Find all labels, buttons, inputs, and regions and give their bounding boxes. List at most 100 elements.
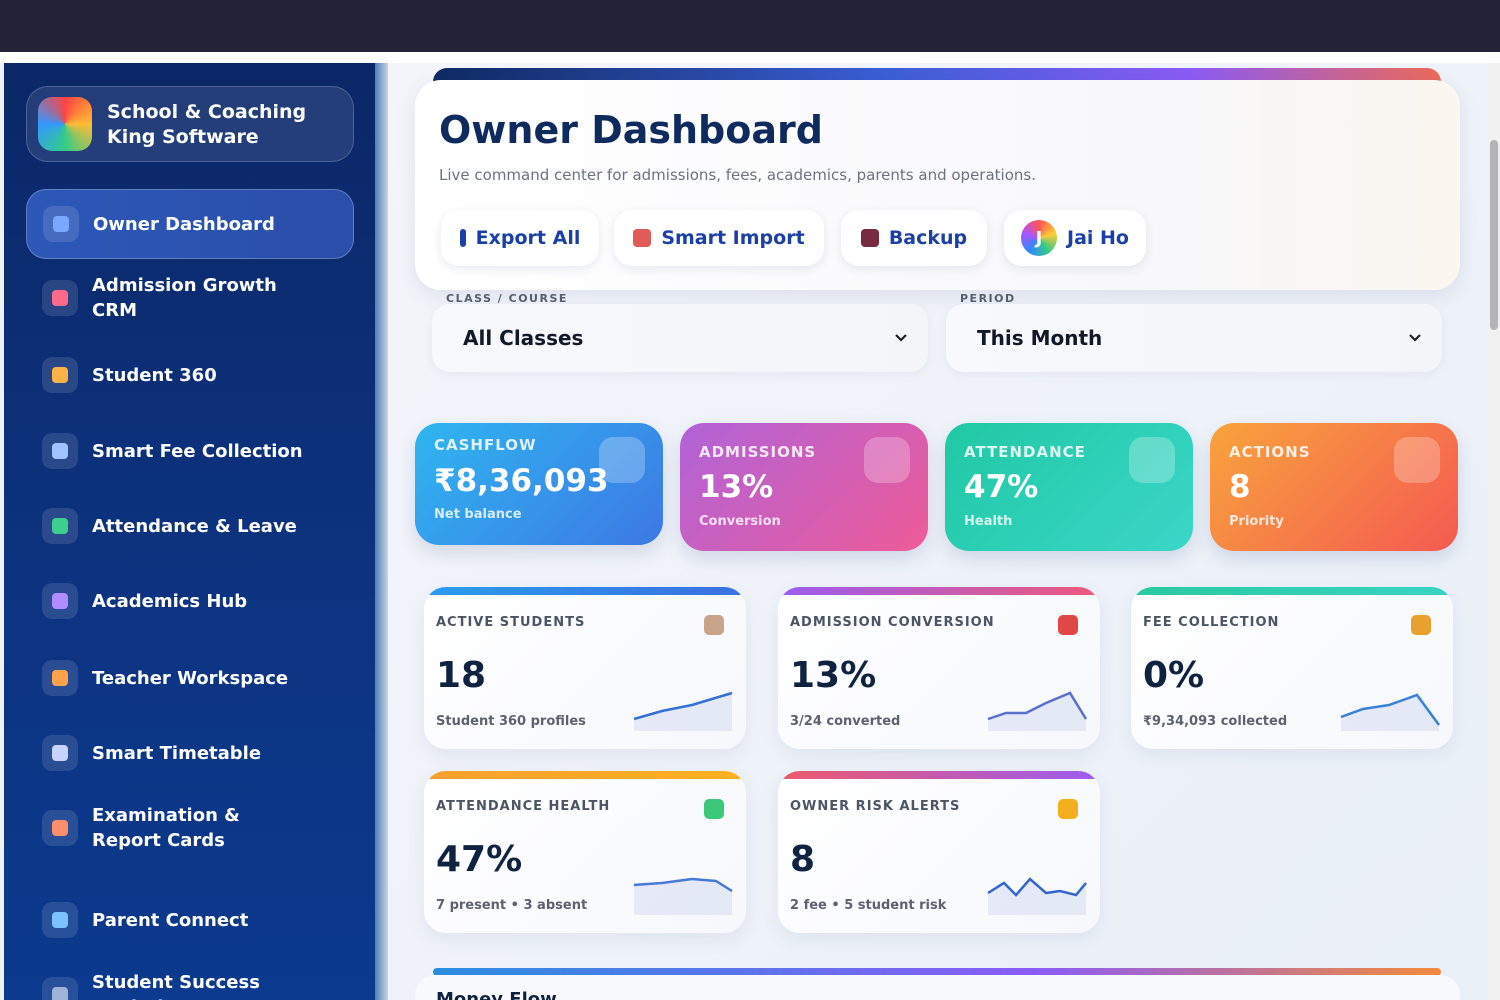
nav-item[interactable]: Smart Timetable — [26, 719, 352, 787]
filter-value: All Classes — [463, 326, 584, 350]
kpi-icon — [1394, 437, 1440, 483]
card-accent — [778, 771, 1100, 779]
button-label: Export All — [475, 227, 581, 249]
nav-icon — [42, 433, 78, 469]
filter-select[interactable]: This Month — [946, 304, 1442, 372]
kpi-value: 13% — [699, 469, 774, 505]
section-card: Money Flow — [415, 975, 1460, 1000]
nav-item[interactable]: Student 360 — [26, 341, 352, 409]
card-label: OWNER RISK ALERTS — [790, 799, 961, 814]
nav-icon-glyph — [52, 912, 68, 928]
kpi-value: ₹8,36,093 — [434, 463, 609, 499]
nav-label: Smart Fee Collection — [92, 440, 303, 462]
card-icon — [1411, 615, 1431, 635]
page-title: Owner Dashboard — [439, 108, 823, 152]
kpi-tile: ATTENDANCE 47% Health — [945, 423, 1193, 551]
kpi-sub: Conversion — [699, 514, 781, 529]
nav-icon — [43, 206, 79, 242]
kpi-label: ACTIONS — [1229, 443, 1311, 461]
nav-item[interactable]: Smart Fee Collection — [26, 417, 352, 485]
nav-item[interactable]: Parent Connect — [26, 886, 352, 954]
card-sub: 7 present • 3 absent — [436, 898, 588, 913]
metric-card: FEE COLLECTION 0% ₹9,34,093 collected — [1131, 587, 1453, 749]
section-title: Money Flow — [436, 989, 557, 1000]
nav-label: Smart Timetable — [92, 742, 262, 764]
card-icon — [1058, 799, 1078, 819]
card-value: 8 — [790, 839, 816, 880]
card-label: FEE COLLECTION — [1143, 615, 1280, 630]
filter-select[interactable]: All Classes — [432, 304, 928, 372]
nav-label: Owner Dashboard — [93, 213, 275, 235]
kpi-sub: Net balance — [434, 507, 522, 522]
button-icon — [459, 229, 466, 247]
card-value: 0% — [1143, 655, 1205, 696]
kpi-tile: CASHFLOW ₹8,36,093 Net balance — [415, 423, 663, 545]
sidebar: School & Coaching King Software Owner Da… — [4, 63, 375, 1000]
card-value: 13% — [790, 655, 877, 696]
nav-icon — [42, 357, 78, 393]
scroll-thumb[interactable] — [1490, 140, 1498, 330]
nav-label: Student 360 — [92, 364, 217, 386]
nav-item[interactable]: Attendance & Leave — [26, 492, 352, 560]
filter-label: CLASS / COURSE — [446, 292, 568, 305]
nav-icon-glyph — [53, 216, 69, 232]
nav-icon-glyph — [52, 290, 68, 306]
filter-label: PERIOD — [960, 292, 1016, 305]
kpi-icon — [1129, 437, 1175, 483]
button-label: Smart Import — [661, 227, 805, 249]
metric-card: ADMISSION CONVERSION 13% 3/24 converted — [778, 587, 1100, 749]
card-value: 18 — [436, 655, 487, 696]
nav-item[interactable]: Owner Dashboard — [26, 189, 354, 259]
button-icon — [633, 229, 652, 247]
sparkline — [987, 877, 1087, 915]
nav-icon-glyph — [52, 367, 68, 383]
browser-strip — [0, 52, 1500, 63]
kpi-tile: ACTIONS 8 Priority — [1210, 423, 1458, 551]
button-label: Backup — [888, 227, 968, 249]
nav-icon-glyph — [52, 443, 68, 459]
nav-item[interactable]: Academics Hub — [26, 567, 352, 635]
card-sub: 3/24 converted — [790, 714, 901, 729]
chevron — [895, 334, 907, 342]
nav-icon-glyph — [52, 670, 68, 686]
kpi-label: CASHFLOW — [434, 436, 537, 454]
nav-icon — [42, 660, 78, 696]
nav-icon — [42, 977, 78, 1000]
nav-icon-glyph — [52, 987, 68, 1000]
card-label: ADMISSION CONVERSION — [790, 615, 995, 630]
nav-icon-glyph — [52, 593, 68, 609]
header-card: Owner Dashboard Live command center for … — [415, 80, 1460, 290]
nav-label: Examination & Report Cards — [92, 805, 240, 851]
button-label: Jai Ho — [1067, 227, 1129, 249]
card-sub: Student 360 profiles — [436, 714, 586, 729]
kpi-icon — [864, 437, 910, 483]
scrollbar[interactable] — [1488, 63, 1500, 1000]
header-button[interactable]: J Jai Ho — [1004, 210, 1146, 266]
header-button[interactable]: Export All — [441, 210, 599, 266]
sparkline — [1340, 693, 1441, 731]
card-value: 47% — [436, 839, 523, 880]
card-icon — [704, 615, 724, 635]
nav-item[interactable]: Student Success Analytics — [26, 961, 352, 1000]
metric-card: ATTENDANCE HEALTH 47% 7 present • 3 absent — [424, 771, 746, 933]
card-accent — [778, 587, 1100, 595]
nav-item[interactable]: Examination & Report Cards — [26, 794, 352, 862]
metric-card: OWNER RISK ALERTS 8 2 fee • 5 student risk — [778, 771, 1100, 933]
card-label: ACTIVE STUDENTS — [436, 615, 586, 630]
nav-item[interactable]: Admission Growth CRM — [26, 264, 352, 332]
sidebar-edge — [375, 63, 388, 1000]
avatar: J — [1021, 220, 1057, 256]
browser-bar — [0, 0, 1500, 52]
nav-icon — [42, 583, 78, 619]
header-button[interactable]: Backup — [841, 210, 987, 266]
kpi-tile: ADMISSIONS 13% Conversion — [680, 423, 928, 551]
header-button[interactable]: Smart Import — [614, 210, 824, 266]
card-accent — [424, 587, 746, 595]
brand-name: School & Coaching King Software — [107, 101, 307, 148]
card-label: ATTENDANCE HEALTH — [436, 799, 611, 814]
nav-icon — [42, 508, 78, 544]
nav-icon-glyph — [52, 745, 68, 761]
kpi-icon — [599, 437, 645, 483]
nav-item[interactable]: Teacher Workspace — [26, 644, 352, 712]
